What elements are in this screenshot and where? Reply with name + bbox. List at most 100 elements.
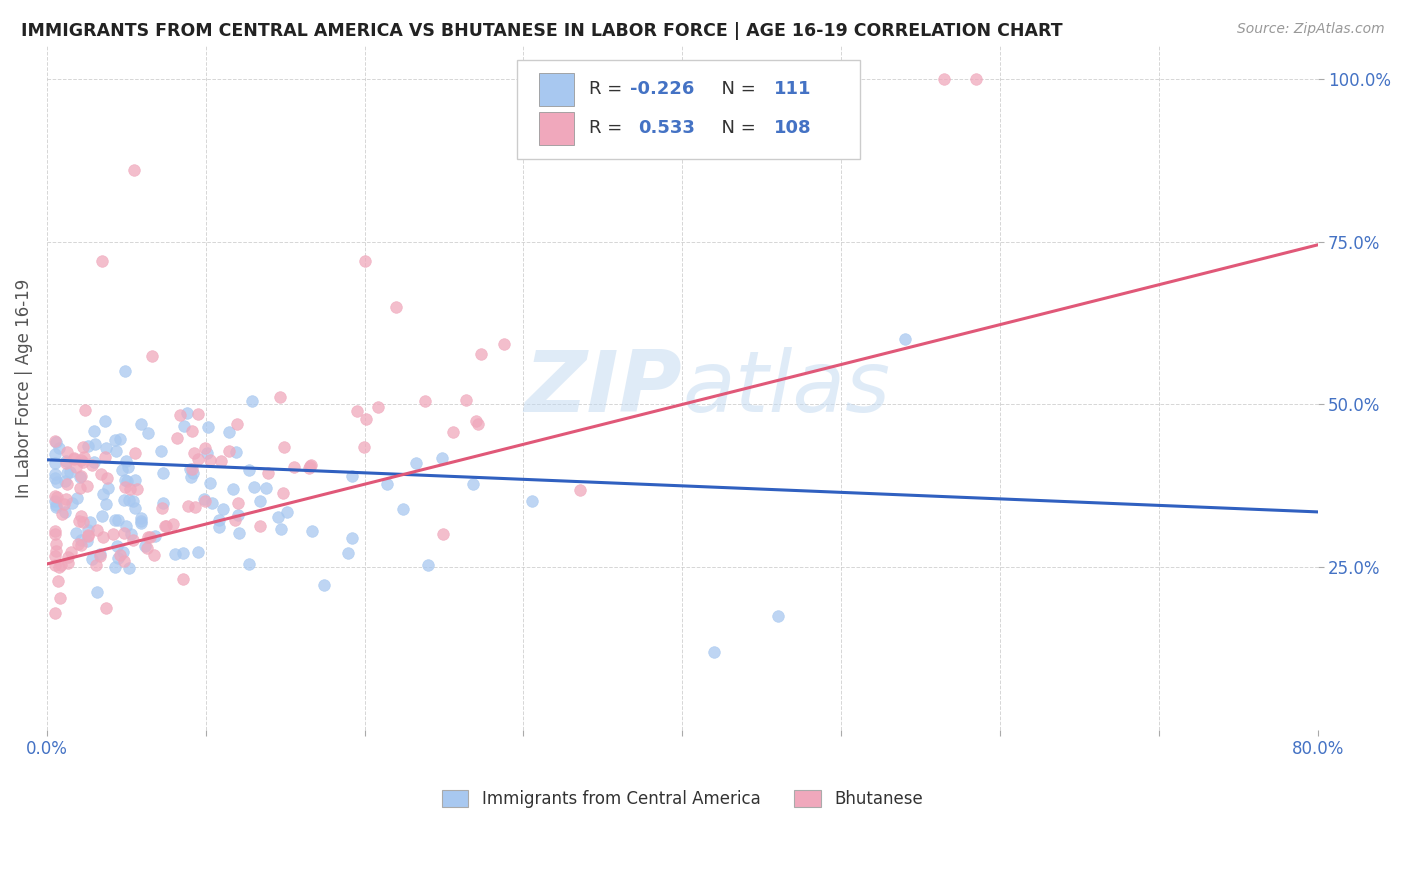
Immigrants from Central America — [228, 525, 250, 540]
Bhutanese — [273, 440, 295, 454]
Immigrants from Central America — [107, 550, 129, 565]
FancyBboxPatch shape — [538, 112, 574, 145]
Bhutanese — [44, 489, 66, 503]
Immigrants from Central America — [375, 477, 398, 491]
Text: Source: ZipAtlas.com: Source: ZipAtlas.com — [1237, 22, 1385, 37]
Immigrants from Central America — [301, 524, 323, 538]
Bhutanese — [127, 482, 149, 496]
Bhutanese — [53, 497, 76, 511]
Bhutanese — [467, 417, 489, 431]
Text: R =: R = — [589, 80, 628, 98]
Immigrants from Central America — [226, 508, 249, 522]
Bhutanese — [169, 408, 191, 422]
Bhutanese — [180, 462, 202, 476]
Bhutanese — [153, 519, 176, 533]
Immigrants from Central America — [115, 454, 138, 468]
Bhutanese — [354, 412, 377, 426]
Bhutanese — [172, 572, 194, 586]
Immigrants from Central America — [82, 552, 104, 566]
Bhutanese — [142, 549, 165, 563]
Bhutanese — [112, 554, 135, 568]
Bhutanese — [180, 424, 202, 438]
Text: ZIP: ZIP — [524, 347, 682, 430]
Bhutanese — [136, 530, 159, 544]
Immigrants from Central America — [44, 494, 66, 508]
Bhutanese — [367, 401, 389, 415]
Immigrants from Central America — [44, 471, 66, 485]
Bhutanese — [55, 492, 77, 507]
Immigrants from Central America — [238, 557, 260, 571]
Bhutanese — [124, 446, 146, 460]
Bhutanese — [136, 541, 159, 556]
Bhutanese — [194, 494, 217, 508]
Bhutanese — [441, 425, 464, 439]
Immigrants from Central America — [193, 491, 215, 506]
Immigrants from Central America — [270, 522, 292, 536]
Immigrants from Central America — [45, 498, 67, 512]
Immigrants from Central America — [107, 513, 129, 527]
Bhutanese — [299, 458, 322, 473]
Immigrants from Central America — [79, 515, 101, 529]
Bhutanese — [183, 446, 205, 460]
Immigrants from Central America — [405, 456, 427, 470]
Immigrants from Central America — [94, 497, 117, 511]
Bhutanese — [55, 476, 77, 491]
Immigrants from Central America — [134, 539, 156, 553]
Immigrants from Central America — [121, 494, 143, 508]
Bhutanese — [45, 490, 67, 504]
Immigrants from Central America — [225, 445, 247, 459]
Immigrants from Central America — [53, 474, 76, 488]
Text: atlas: atlas — [682, 347, 890, 430]
Bhutanese — [934, 71, 956, 86]
Immigrants from Central America — [416, 558, 439, 573]
Bhutanese — [55, 456, 77, 470]
Bhutanese — [69, 481, 91, 495]
Text: N =: N = — [710, 80, 762, 98]
Immigrants from Central America — [201, 496, 224, 510]
Immigrants from Central America — [83, 424, 105, 438]
Immigrants from Central America — [150, 444, 173, 458]
Bhutanese — [273, 485, 295, 500]
Bhutanese — [298, 459, 321, 474]
Immigrants from Central America — [893, 332, 915, 346]
Bhutanese — [432, 527, 454, 541]
Bhutanese — [166, 431, 188, 445]
Bhutanese — [86, 524, 108, 538]
Bhutanese — [44, 606, 66, 620]
Bhutanese — [353, 441, 375, 455]
Bhutanese — [48, 559, 70, 574]
Text: -0.226: -0.226 — [630, 80, 695, 98]
Bhutanese — [91, 254, 114, 268]
Immigrants from Central America — [60, 496, 83, 510]
Immigrants from Central America — [212, 502, 235, 516]
Bhutanese — [55, 445, 77, 459]
Bhutanese — [70, 538, 93, 552]
Bhutanese — [141, 349, 163, 363]
Immigrants from Central America — [172, 546, 194, 560]
Immigrants from Central America — [238, 463, 260, 477]
Bhutanese — [150, 500, 173, 515]
Immigrants from Central America — [124, 473, 146, 487]
Bhutanese — [101, 527, 124, 541]
Bhutanese — [283, 459, 305, 474]
Bhutanese — [569, 483, 592, 497]
Immigrants from Central America — [276, 505, 298, 519]
Immigrants from Central America — [181, 467, 204, 481]
Immigrants from Central America — [105, 444, 128, 458]
Bhutanese — [51, 508, 73, 522]
Bhutanese — [226, 496, 249, 510]
Bhutanese — [80, 458, 103, 472]
Immigrants from Central America — [336, 546, 359, 560]
Immigrants from Central America — [66, 491, 89, 505]
Bhutanese — [187, 407, 209, 421]
Immigrants from Central America — [83, 455, 105, 469]
Immigrants from Central America — [91, 509, 114, 524]
Bhutanese — [44, 558, 66, 572]
Bhutanese — [257, 466, 280, 480]
Immigrants from Central America — [120, 527, 142, 541]
Immigrants from Central America — [314, 578, 336, 592]
FancyBboxPatch shape — [517, 60, 860, 159]
Bhutanese — [91, 531, 114, 545]
Bhutanese — [118, 483, 141, 497]
Immigrants from Central America — [48, 441, 70, 455]
